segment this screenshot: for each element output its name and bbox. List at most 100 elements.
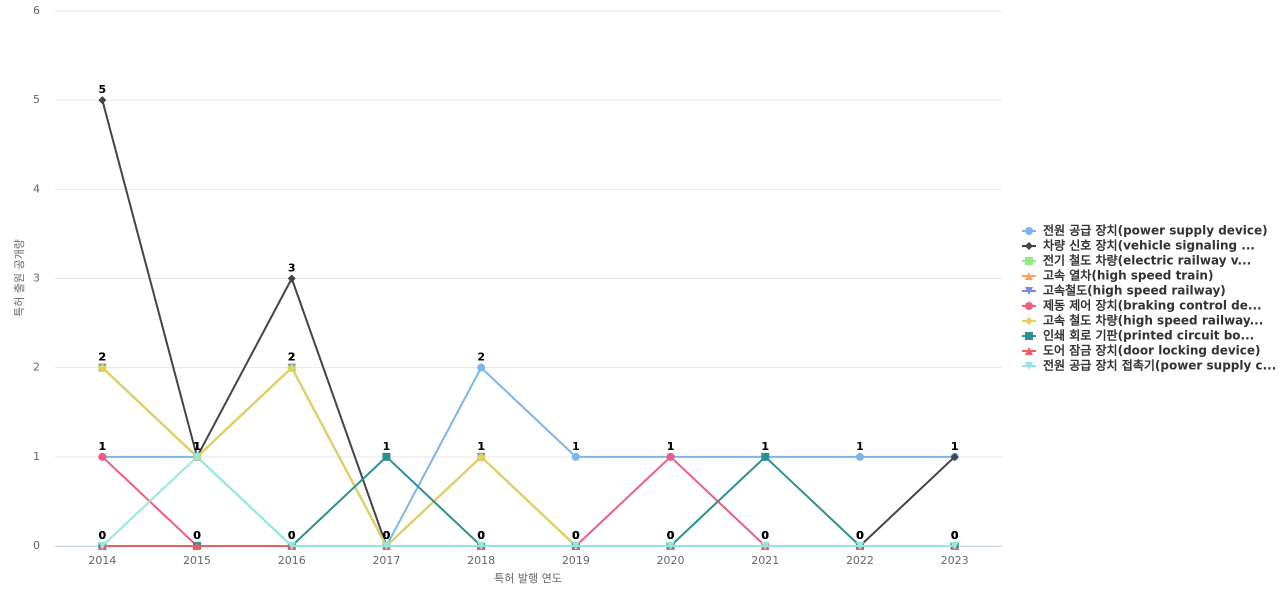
data-label: 0 [667, 529, 675, 542]
data-label: 0 [761, 529, 769, 542]
x-tick-label: 2023 [941, 554, 969, 567]
y-tick-label: 0 [33, 539, 40, 552]
point [287, 542, 296, 550]
point [382, 542, 391, 550]
data-label: 1 [667, 440, 675, 453]
point [98, 96, 107, 105]
legend-item[interactable]: 도어 잠금 장치(door locking device) [1022, 343, 1261, 358]
data-label: 0 [761, 529, 769, 542]
data-label: 0 [193, 529, 201, 542]
data-label: 0 [667, 529, 675, 542]
point [193, 542, 202, 550]
data-label: 0 [572, 529, 580, 542]
x-tick-label: 2018 [467, 554, 495, 567]
data-label: 1 [193, 440, 201, 453]
x-tick-label: 2019 [562, 554, 590, 567]
data-label: 2 [288, 351, 296, 364]
data-label: 0 [288, 529, 296, 542]
data-label: 0 [951, 529, 959, 542]
legend-label: 고속철도(high speed railway) [1043, 283, 1226, 298]
point [287, 274, 296, 283]
data-label: 0 [383, 529, 391, 542]
data-label: 0 [856, 529, 864, 542]
data-label: 0 [383, 529, 391, 542]
data-label: 1 [856, 440, 864, 453]
data-label: 0 [477, 529, 485, 542]
data-label: 0 [477, 529, 485, 542]
data-label: 0 [667, 529, 675, 542]
data-label: 0 [193, 529, 201, 542]
data-label: 0 [951, 529, 959, 542]
legend-item[interactable]: 전원 공급 장치(power supply device) [1022, 223, 1268, 238]
data-label: 1 [477, 440, 485, 453]
data-label: 0 [572, 529, 580, 542]
legend-marker [1025, 317, 1033, 325]
point [98, 363, 107, 372]
legend-marker [1025, 242, 1033, 250]
legend-item[interactable]: 고속 열차(high speed train) [1022, 268, 1213, 283]
x-tick-label: 2021 [751, 554, 779, 567]
data-label: 0 [856, 529, 864, 542]
point [855, 452, 864, 461]
y-tick-label: 2 [33, 361, 40, 374]
data-label: 0 [761, 529, 769, 542]
data-label: 0 [572, 529, 580, 542]
point [98, 452, 107, 461]
data-label: 0 [383, 529, 391, 542]
data-label: 0 [288, 529, 296, 542]
data-label: 2 [99, 351, 107, 364]
point [950, 542, 959, 550]
point [477, 452, 486, 461]
legend-marker [1025, 227, 1033, 235]
point [761, 542, 770, 550]
data-label: 0 [477, 529, 485, 542]
legend-item[interactable]: 제동 제어 장치(braking control de... [1022, 298, 1262, 313]
data-label: 5 [99, 83, 107, 96]
data-label: 0 [477, 529, 485, 542]
series: 0 1 0 0 0 0 0 0 0 0 [98, 440, 959, 550]
data-label: 0 [951, 529, 959, 542]
data-label: 0 [477, 529, 485, 542]
data-label: 0 [288, 529, 296, 542]
data-label: 0 [951, 529, 959, 542]
legend-marker [1025, 347, 1033, 355]
data-label: 0 [761, 529, 769, 542]
point [477, 542, 486, 550]
data-label: 1 [477, 440, 485, 453]
data-label: 1 [572, 440, 580, 453]
series: 2 1 2 0 1 0 0 0 0 0 [98, 351, 959, 550]
data-label: 0 [667, 529, 675, 542]
data-label: 0 [761, 529, 769, 542]
data-label: 1 [667, 440, 675, 453]
x-tick-label: 2015 [183, 554, 211, 567]
data-label: 1 [951, 440, 959, 453]
data-label: 2 [99, 351, 107, 364]
data-label: 1 [99, 440, 107, 453]
point [477, 363, 486, 372]
data-label: 0 [761, 529, 769, 542]
series-line [101, 455, 955, 547]
legend-item[interactable]: 차량 신호 장치(vehicle signaling ... [1022, 238, 1255, 253]
legend-item[interactable]: 고속 철도 차량(high speed railway... [1022, 313, 1263, 328]
data-label: 0 [572, 529, 580, 542]
series: 2 1 2 0 1 0 0 0 0 0 [98, 351, 959, 550]
y-tick-label: 1 [33, 450, 40, 463]
data-label: 2 [288, 351, 296, 364]
legend-item[interactable]: 인쇄 회로 기판(printed circuit bo... [1022, 328, 1254, 343]
data-label: 0 [667, 529, 675, 542]
data-label: 0 [951, 529, 959, 542]
legend-item[interactable]: 전기 철도 차량(electric railway v... [1022, 253, 1251, 268]
data-label: 0 [856, 529, 864, 542]
legend-item[interactable]: 고속철도(high speed railway) [1022, 283, 1226, 298]
data-label: 0 [383, 529, 391, 542]
data-label: 0 [193, 529, 201, 542]
data-label: 1 [761, 440, 769, 453]
point [855, 542, 864, 550]
legend-item[interactable]: 전원 공급 장치 접촉기(power supply c... [1022, 358, 1276, 373]
data-label: 0 [856, 529, 864, 542]
data-label: 1 [383, 440, 391, 453]
data-label: 2 [99, 351, 107, 364]
point [98, 542, 107, 550]
point [950, 452, 959, 461]
